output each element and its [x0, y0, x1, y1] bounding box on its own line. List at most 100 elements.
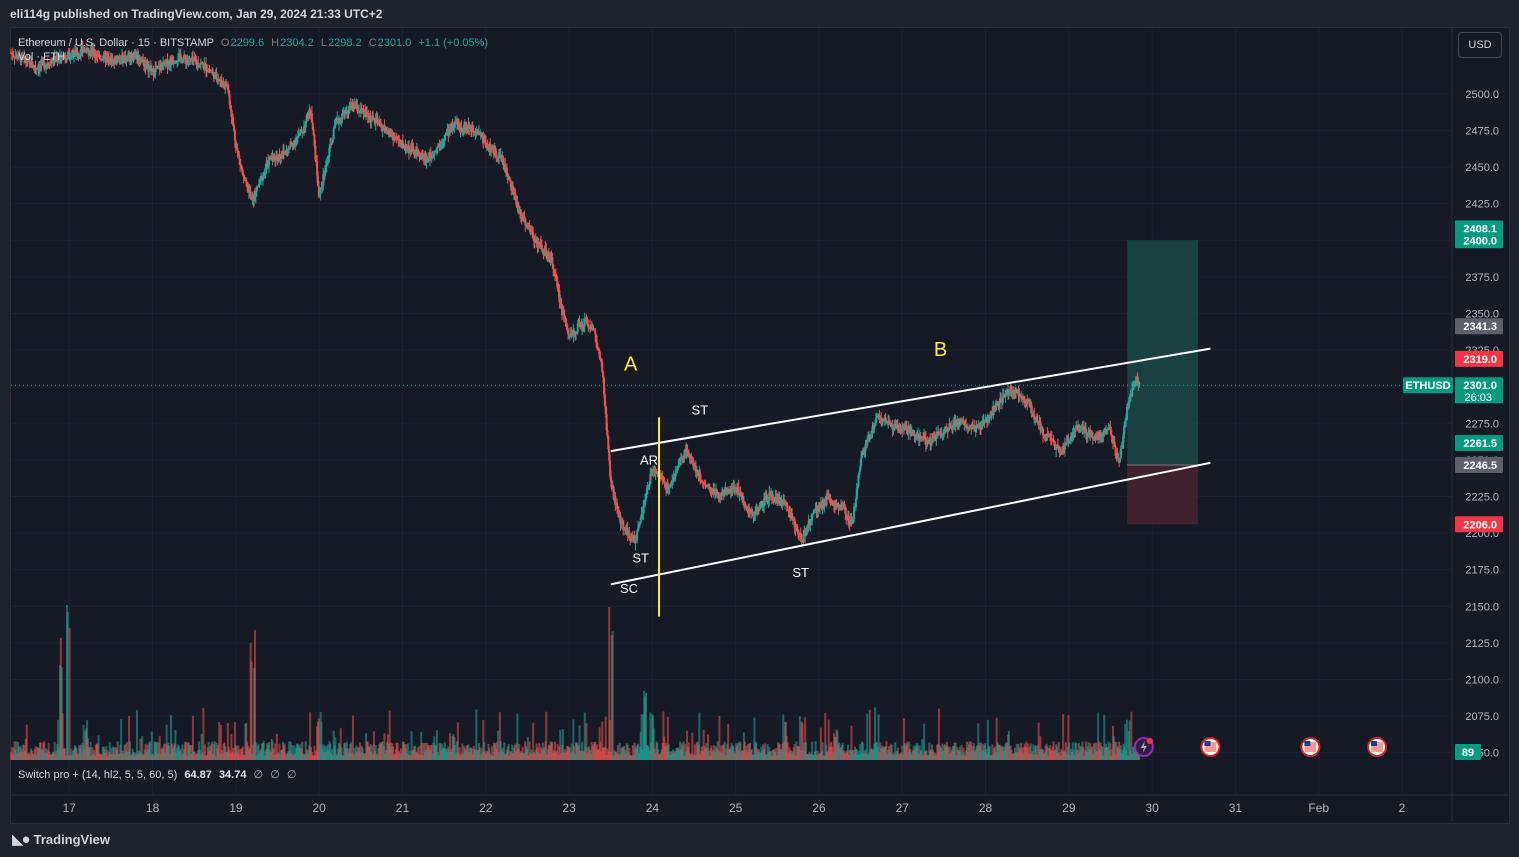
- volume-bar: [804, 717, 807, 760]
- candle-body: [1023, 397, 1026, 404]
- volume-bar: [1125, 719, 1128, 760]
- candle-body: [1020, 395, 1023, 398]
- tradingview-logo[interactable]: ◣● TradingView: [12, 830, 110, 848]
- candle-body: [617, 510, 620, 516]
- volume-bar: [507, 743, 510, 760]
- volume-bar: [491, 746, 494, 760]
- candle-body: [674, 472, 677, 477]
- candle-body: [12, 55, 15, 57]
- candle-body: [1127, 401, 1130, 409]
- candle-body: [859, 466, 862, 472]
- volume-bar: [1052, 741, 1055, 760]
- candle-body: [324, 166, 327, 171]
- candle-body: [645, 488, 648, 495]
- candle-body: [860, 453, 863, 458]
- candle-body: [986, 420, 989, 422]
- price-tick-label: 2375.0: [1465, 272, 1499, 284]
- candle-body: [227, 89, 230, 95]
- candle-body: [305, 115, 308, 122]
- candle-body: [562, 310, 565, 316]
- candle-body: [174, 62, 177, 64]
- volume-bar: [262, 741, 265, 760]
- candle-body: [16, 58, 19, 60]
- symbol-legend[interactable]: Ethereum / U.S. Dollar · 15 · BITSTAMP O…: [18, 35, 488, 51]
- candle-body: [213, 72, 216, 79]
- candle-body: [199, 62, 202, 65]
- candle-body: [909, 430, 912, 434]
- candle-body: [72, 54, 75, 57]
- candle-body: [828, 494, 831, 501]
- candle-body: [215, 72, 218, 79]
- candle-body: [947, 428, 950, 432]
- candle-body: [307, 117, 310, 119]
- volume-bar: [410, 731, 413, 760]
- candle-body: [952, 423, 955, 425]
- volume-bar: [53, 741, 56, 760]
- price-axis-tag-label: 2319.0: [1463, 354, 1497, 366]
- time-tick-label: 23: [562, 801, 576, 815]
- volume-bar: [339, 728, 342, 760]
- candle-body: [198, 64, 201, 67]
- candle-body: [295, 137, 298, 141]
- volume-bar: [498, 712, 501, 760]
- volume-bar: [181, 744, 184, 760]
- indicator-legend[interactable]: Switch pro + (14, hl2, 5, 5, 60, 5) 64.8…: [18, 768, 296, 781]
- candle-body: [1005, 390, 1008, 395]
- volume-bar: [805, 742, 808, 760]
- candle-body: [250, 194, 253, 200]
- candle-body: [385, 126, 388, 133]
- candle-body: [1000, 397, 1003, 402]
- candle-body: [844, 509, 847, 514]
- candle-body: [800, 540, 803, 542]
- candle-body: [1065, 441, 1068, 445]
- indicator-name[interactable]: Switch pro + (14, hl2, 5, 5, 60, 5): [18, 769, 178, 781]
- volume-bar: [189, 744, 192, 760]
- candle-body: [445, 132, 448, 134]
- candle-body: [554, 273, 557, 278]
- volume-bar: [652, 728, 655, 760]
- candle-body: [998, 402, 1001, 407]
- volume-bar: [1119, 745, 1122, 760]
- candle-body: [479, 134, 482, 136]
- volume-bar: [313, 745, 316, 760]
- candle-body: [809, 522, 812, 526]
- symbol-tag-label: ETHUSD: [1405, 380, 1450, 392]
- candle-body: [1004, 394, 1007, 397]
- candle-body: [105, 57, 108, 63]
- candle-body: [1102, 431, 1105, 436]
- candle-body: [744, 504, 747, 508]
- symbol-title[interactable]: Ethereum / U.S. Dollar · 15 · BITSTAMP: [18, 37, 214, 49]
- volume-bar: [383, 733, 386, 760]
- candle-body: [442, 140, 445, 142]
- volume-bar: [902, 718, 905, 760]
- candle-body: [282, 150, 285, 153]
- candle-body: [745, 507, 748, 509]
- candle-body: [969, 426, 972, 428]
- candle-body: [264, 169, 267, 172]
- candle-body: [265, 163, 268, 170]
- time-tick-label: 17: [63, 801, 77, 815]
- candle-body: [663, 481, 666, 484]
- volume-bar: [97, 735, 100, 760]
- volume-bar: [93, 750, 96, 760]
- candle-body: [257, 185, 260, 187]
- volume-bar: [200, 734, 203, 760]
- candle-body: [975, 426, 978, 429]
- candle-body: [42, 60, 45, 63]
- candle-body: [540, 244, 543, 251]
- candle-body: [427, 158, 430, 161]
- candle-body: [460, 126, 463, 131]
- volume-legend[interactable]: Vol · ETH 89: [18, 51, 80, 63]
- candle-body: [57, 60, 60, 62]
- candle-body: [600, 359, 603, 363]
- candle-body: [302, 126, 305, 132]
- candle-body: [850, 520, 853, 523]
- candle-body: [238, 154, 241, 160]
- candle-body: [184, 55, 187, 59]
- high-label: H: [271, 37, 280, 49]
- indicator-value-1: 64.87: [184, 769, 212, 781]
- candle-body: [147, 63, 150, 72]
- candle-body: [974, 428, 977, 432]
- currency-button[interactable]: USD: [1458, 32, 1502, 58]
